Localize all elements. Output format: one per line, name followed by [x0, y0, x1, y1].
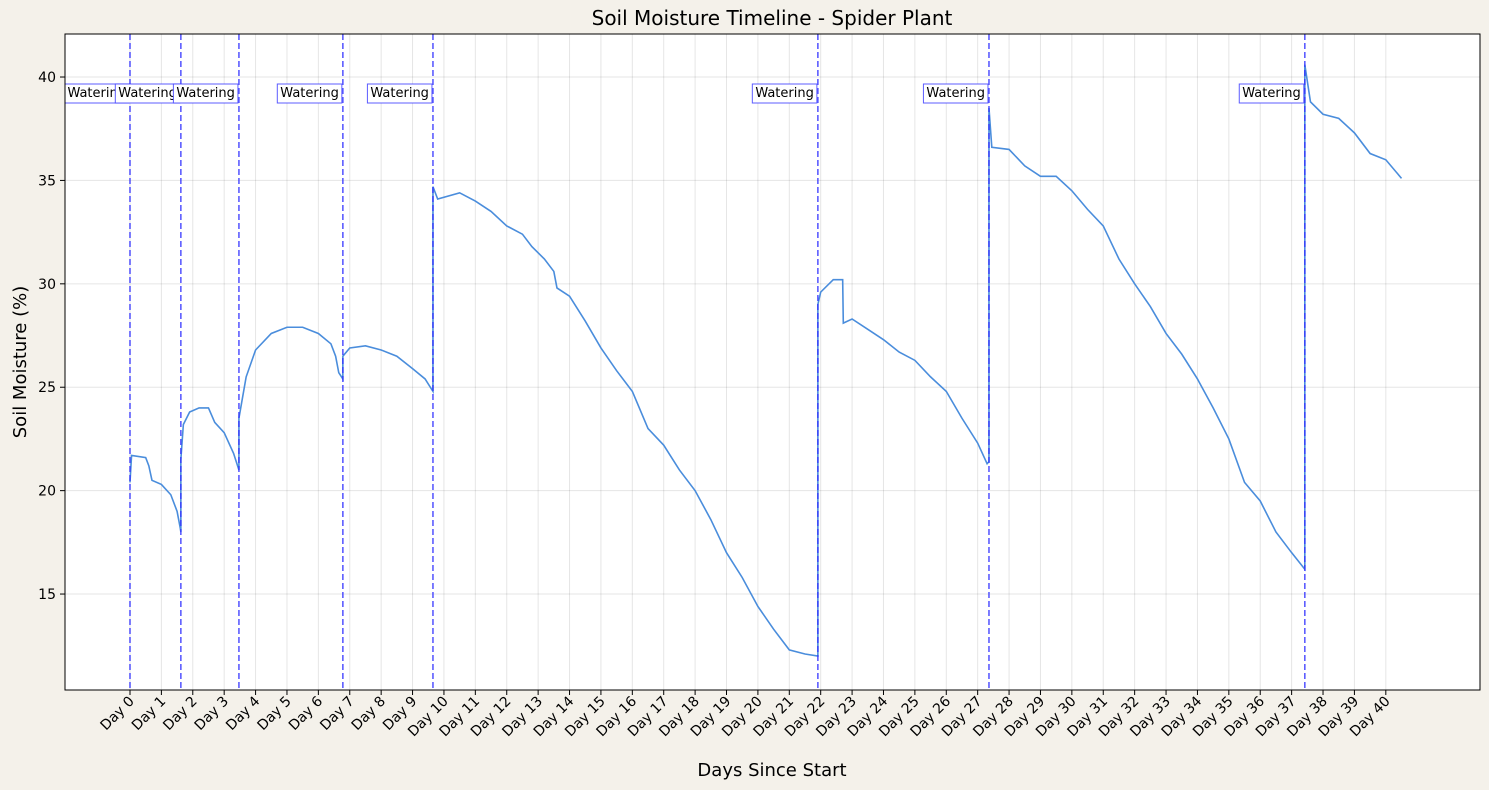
y-tick-label: 15 [38, 587, 56, 603]
event-label-box [751, 83, 818, 104]
x-tick-label: Day 0 [98, 694, 138, 734]
y-tick-label: 25 [38, 380, 56, 396]
x-tick-label: Day 8 [349, 694, 389, 734]
y-tick-label: 40 [38, 70, 56, 86]
event-label: Watering [176, 86, 235, 101]
event-annotation: Watering [366, 83, 433, 104]
x-axis-label: Days Since Start [697, 760, 846, 781]
plot-area [65, 34, 1480, 690]
event-label-box [366, 83, 433, 104]
event-label: Watering [118, 86, 177, 101]
grid [65, 34, 1480, 690]
x-tick-label: Day 7 [317, 694, 357, 734]
event-label-box [922, 83, 989, 104]
y-axis-label: Soil Moisture (%) [10, 286, 31, 439]
plot-frame [64, 33, 1481, 691]
event-label: Watering [755, 86, 814, 101]
event-label: Watering [926, 86, 985, 101]
event-label: Watering [1242, 86, 1301, 101]
x-tick-label: Day 2 [160, 694, 200, 734]
event-annotation: Watering [1238, 83, 1305, 104]
x-tick-label: Day 4 [223, 693, 263, 733]
event-label-box [1238, 83, 1305, 104]
event-annotation: Watering [65, 83, 130, 104]
x-tick-label: Day 3 [192, 694, 232, 734]
event-annotation: Watering [922, 83, 989, 104]
event-annotation: Watering [751, 83, 818, 104]
chart-title: Soil Moisture Timeline - Spider Plant [592, 6, 953, 30]
event-label-box [172, 83, 239, 104]
y-tick-label: 30 [38, 277, 56, 293]
x-tick-label: Day 1 [129, 694, 169, 734]
event-label: Watering [280, 86, 339, 101]
x-tick-label: Day 5 [254, 694, 294, 734]
event-annotation: Watering [276, 83, 343, 104]
event-annotation: Watering [114, 83, 181, 104]
y-tick-label: 35 [38, 173, 56, 189]
y-tick-label: 20 [38, 484, 56, 500]
x-tick-label: Day 6 [286, 693, 326, 733]
event-label: Watering [67, 86, 126, 101]
event-label: Watering [370, 86, 429, 101]
event-annotation: Watering [172, 83, 239, 104]
event-label-box [276, 83, 343, 104]
